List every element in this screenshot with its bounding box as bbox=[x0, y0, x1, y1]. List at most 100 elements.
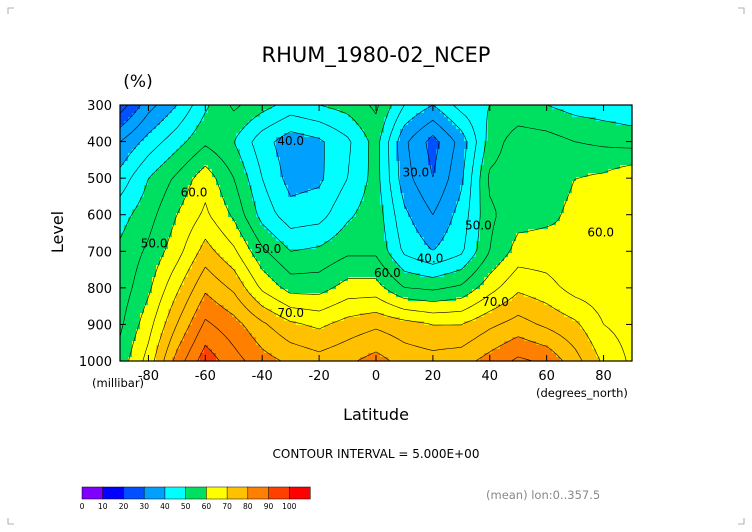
contour-cell bbox=[244, 109, 249, 114]
contour-cell bbox=[472, 105, 477, 110]
contour-cell bbox=[236, 109, 241, 114]
contour-cell bbox=[288, 185, 293, 190]
contour-cell bbox=[444, 129, 449, 134]
contour-cell bbox=[552, 105, 557, 110]
contour-cell bbox=[304, 149, 309, 154]
contour-cell bbox=[500, 137, 505, 142]
contour-cell bbox=[320, 117, 325, 122]
contour-cell bbox=[316, 145, 321, 150]
contour-cell bbox=[356, 113, 361, 118]
contour-cell bbox=[152, 205, 157, 210]
contour-cell bbox=[312, 237, 317, 242]
contour-cell bbox=[184, 117, 189, 122]
contour-cell bbox=[536, 229, 541, 234]
contour-cell bbox=[412, 109, 417, 114]
contour-cell bbox=[216, 109, 221, 114]
contour-cell bbox=[524, 177, 529, 182]
contour-cell bbox=[480, 173, 485, 178]
contour-cell bbox=[388, 117, 393, 122]
contour-cell bbox=[248, 145, 253, 150]
contour-cell bbox=[568, 169, 573, 174]
contour-cell bbox=[140, 185, 145, 190]
contour-cell bbox=[120, 245, 125, 250]
contour-cell bbox=[236, 129, 241, 134]
contour-cell bbox=[596, 253, 601, 258]
contour-cell bbox=[248, 133, 253, 138]
contour-cell bbox=[220, 189, 225, 194]
contour-cell bbox=[460, 125, 465, 130]
contour-cell bbox=[224, 145, 229, 150]
contour-cell bbox=[472, 217, 477, 222]
contour-cell bbox=[396, 257, 401, 262]
contour-cell bbox=[544, 245, 549, 250]
contour-cell bbox=[484, 153, 489, 158]
contour-cell bbox=[376, 185, 381, 190]
contour-cell bbox=[516, 197, 521, 202]
contour-cell bbox=[444, 133, 449, 138]
contour-cell bbox=[128, 261, 133, 266]
contour-cell bbox=[224, 113, 229, 118]
contour-cell bbox=[504, 197, 509, 202]
contour-cell bbox=[132, 217, 137, 222]
contour-cell bbox=[408, 213, 413, 218]
contour-cell bbox=[404, 213, 409, 218]
contour-cell bbox=[132, 173, 137, 178]
contour-cell bbox=[388, 229, 393, 234]
contour-cell bbox=[300, 209, 305, 214]
contour-cell bbox=[128, 109, 133, 114]
contour-cell bbox=[544, 109, 549, 114]
contour-cell bbox=[424, 169, 429, 174]
contour-cell bbox=[188, 205, 193, 210]
contour-cell bbox=[264, 201, 269, 206]
contour-cell bbox=[428, 105, 433, 110]
contour-cell bbox=[592, 181, 597, 186]
contour-cell bbox=[272, 105, 277, 110]
contour-cell bbox=[468, 137, 473, 142]
contour-cell bbox=[252, 149, 257, 154]
contour-cell bbox=[544, 193, 549, 198]
contour-cell bbox=[452, 161, 457, 166]
contour-cell bbox=[196, 121, 201, 126]
contour-cell bbox=[592, 105, 597, 110]
contour-cell bbox=[552, 229, 557, 234]
contour-cell bbox=[332, 165, 337, 170]
contour-cell bbox=[148, 229, 153, 234]
contour-cell bbox=[488, 149, 493, 154]
contour-cell bbox=[576, 129, 581, 134]
contour-cell bbox=[236, 213, 241, 218]
contour-cell bbox=[304, 121, 309, 126]
contour-cell bbox=[520, 241, 525, 246]
contour-cell bbox=[312, 145, 317, 150]
contour-cell bbox=[496, 169, 501, 174]
contour-cell bbox=[596, 197, 601, 202]
contour-cell bbox=[348, 253, 353, 258]
contour-cell bbox=[280, 121, 285, 126]
contour-cell bbox=[176, 229, 181, 234]
contour-cell bbox=[508, 125, 513, 130]
contour-cell bbox=[572, 121, 577, 126]
contour-cell bbox=[176, 125, 181, 130]
contour-cell bbox=[144, 257, 149, 262]
contour-cell bbox=[472, 245, 477, 250]
contour-cell bbox=[228, 205, 233, 210]
contour-cell bbox=[548, 245, 553, 250]
contour-cell bbox=[484, 189, 489, 194]
contour-cell bbox=[136, 257, 141, 262]
contour-cell bbox=[496, 165, 501, 170]
contour-cell bbox=[284, 205, 289, 210]
contour-cell bbox=[284, 169, 289, 174]
contour-cell bbox=[196, 125, 201, 130]
contour-cell bbox=[544, 181, 549, 186]
contour-cell bbox=[504, 153, 509, 158]
contour-cell bbox=[512, 205, 517, 210]
contour-cell bbox=[556, 129, 561, 134]
contour-cell bbox=[136, 161, 141, 166]
contour-cell bbox=[160, 149, 165, 154]
contour-cell bbox=[532, 237, 537, 242]
contour-cell bbox=[448, 237, 453, 242]
contour-cell bbox=[224, 109, 229, 114]
contour-cell bbox=[144, 217, 149, 222]
contour-cell bbox=[216, 117, 221, 122]
contour-cell bbox=[508, 137, 513, 142]
contour-cell bbox=[228, 185, 233, 190]
